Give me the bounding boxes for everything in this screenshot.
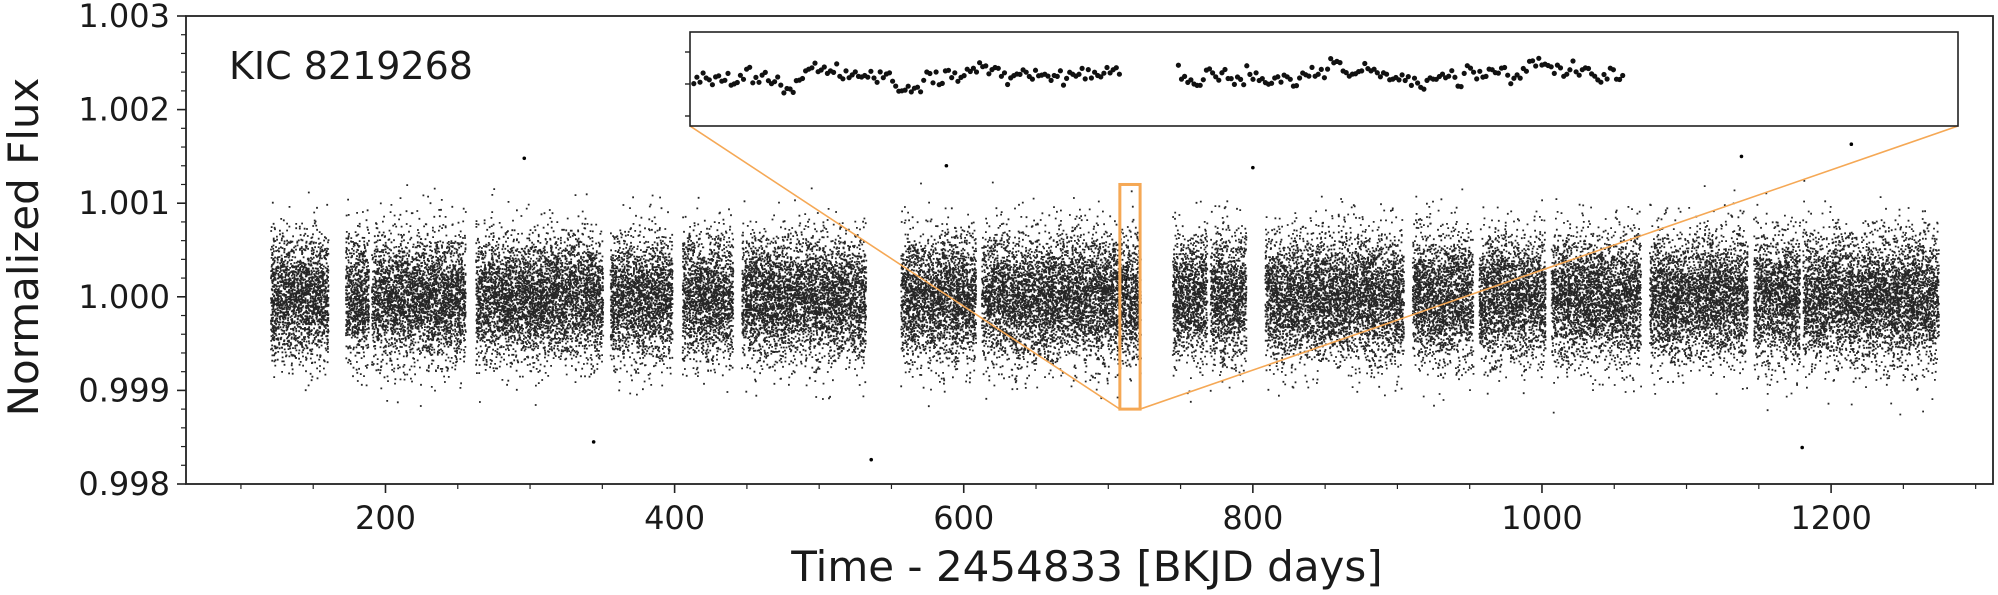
x-tick-label-2: 400 bbox=[644, 499, 705, 537]
extreme-point-7 bbox=[944, 163, 949, 168]
y-tick-label-5: 1.002 bbox=[78, 91, 170, 129]
x-tick-label-5: 1000 bbox=[1501, 499, 1582, 537]
data-segment-7 bbox=[741, 187, 868, 400]
extreme-point-1 bbox=[869, 457, 874, 462]
extreme-point-5 bbox=[1739, 154, 1744, 159]
x-tick-label-4: 800 bbox=[1222, 499, 1283, 537]
data-segment-10 bbox=[1125, 184, 1142, 382]
x-axis-title: Time - 2454833 [BKJD days] bbox=[790, 542, 1382, 591]
y-tick-label-6: 1.003 bbox=[78, 0, 170, 35]
y-tick-label-2: 0.999 bbox=[78, 371, 170, 409]
data-segment-12 bbox=[1209, 200, 1248, 392]
zoom-box bbox=[1118, 182, 1142, 411]
zoom-connector-left bbox=[689, 125, 1121, 410]
data-segment-17 bbox=[1649, 185, 1749, 395]
data-segment-15 bbox=[1478, 199, 1547, 395]
zoom-inset bbox=[685, 31, 1959, 127]
data-segment-4 bbox=[475, 188, 605, 406]
data-segment-5 bbox=[609, 194, 674, 396]
data-segment-19 bbox=[1802, 179, 1940, 416]
data-segment-14 bbox=[1411, 188, 1475, 407]
y-tick-label-1: 0.998 bbox=[78, 465, 170, 503]
inset-points bbox=[691, 55, 1626, 96]
light-curve-points bbox=[270, 142, 1940, 462]
data-segment-8 bbox=[900, 182, 977, 408]
axis-labels: Time - 2454833 [BKJD days] Normalized Fl… bbox=[0, 44, 1383, 591]
y-axis-title: Normalized Flux bbox=[0, 78, 48, 417]
data-segment-18 bbox=[1753, 192, 1801, 412]
x-tick-label-6: 1200 bbox=[1790, 499, 1871, 537]
data-segment-13 bbox=[1264, 195, 1405, 397]
data-segment-16 bbox=[1550, 198, 1642, 414]
plot-frame bbox=[185, 15, 1994, 485]
data-segment-6 bbox=[681, 196, 735, 393]
x-tick-label-1: 200 bbox=[355, 499, 416, 537]
data-segment-1 bbox=[270, 191, 330, 392]
y-tick-label-3: 1.000 bbox=[78, 278, 170, 316]
zoom-connector-right bbox=[1139, 125, 1959, 410]
extreme-point-6 bbox=[522, 156, 527, 161]
extreme-point-4 bbox=[1849, 142, 1854, 147]
y-tick-label-4: 1.001 bbox=[78, 184, 170, 222]
data-segment-2 bbox=[345, 198, 370, 387]
extreme-point-8 bbox=[1251, 165, 1255, 170]
extreme-point-3 bbox=[591, 440, 596, 444]
plot-axes: 200 400 600 800 1000 1200 0.998 0.999 1.000 1.001… bbox=[78, 0, 1994, 537]
star-id-label: KIC 8219268 bbox=[229, 44, 473, 88]
zoom-indicator bbox=[689, 125, 1959, 411]
data-segment-9 bbox=[981, 181, 1128, 400]
extreme-point-2 bbox=[1800, 445, 1804, 450]
x-tick-label-3: 600 bbox=[933, 499, 994, 537]
data-segment-11 bbox=[1171, 200, 1209, 403]
data-segment-3 bbox=[371, 184, 467, 407]
